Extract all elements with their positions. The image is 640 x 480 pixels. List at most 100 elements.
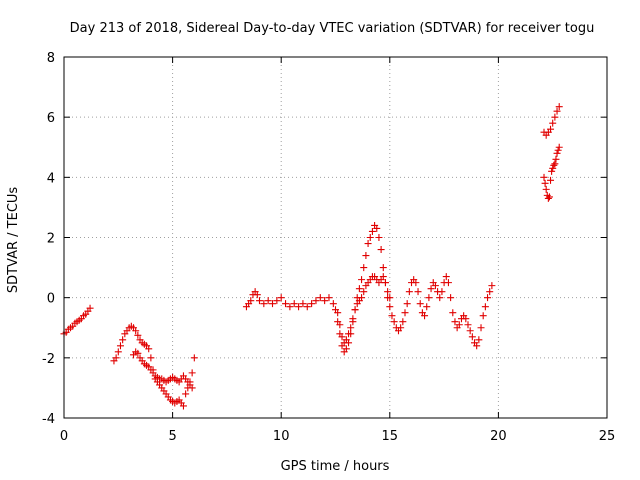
data-point bbox=[338, 333, 346, 341]
data-point bbox=[145, 345, 153, 353]
y-tick-label: 6 bbox=[47, 111, 55, 126]
data-point bbox=[379, 273, 387, 281]
y-tick-label: 0 bbox=[47, 292, 55, 307]
data-point bbox=[554, 146, 562, 154]
x-axis-label: GPS time / hours bbox=[281, 459, 390, 474]
data-point bbox=[384, 288, 392, 296]
data-point bbox=[555, 143, 563, 151]
data-point bbox=[377, 246, 385, 254]
grid-lines bbox=[64, 57, 607, 418]
data-point bbox=[179, 402, 187, 410]
x-tick-label: 10 bbox=[273, 429, 290, 444]
data-point bbox=[134, 349, 142, 357]
data-point bbox=[86, 304, 94, 312]
data-point bbox=[375, 234, 383, 241]
data-point bbox=[260, 300, 268, 308]
data-point bbox=[316, 294, 324, 302]
data-point bbox=[342, 345, 350, 353]
data-point bbox=[362, 252, 370, 260]
data-point bbox=[416, 300, 424, 308]
data-point bbox=[451, 318, 459, 326]
data-point bbox=[299, 300, 307, 308]
y-axis-label: SDTVAR / TECUs bbox=[6, 187, 21, 294]
data-point bbox=[540, 173, 548, 181]
data-point bbox=[325, 294, 333, 302]
data-point bbox=[486, 288, 494, 296]
data-point bbox=[188, 369, 196, 377]
data-point bbox=[464, 321, 472, 329]
data-point bbox=[468, 333, 476, 341]
series-segment-2 bbox=[110, 322, 198, 410]
data-point bbox=[308, 300, 316, 308]
data-point bbox=[347, 324, 355, 332]
data-point bbox=[182, 390, 190, 398]
data-point bbox=[295, 303, 303, 311]
data-point bbox=[555, 103, 563, 111]
data-point bbox=[334, 309, 342, 317]
y-tick-label: -4 bbox=[42, 412, 55, 427]
data-point bbox=[547, 176, 555, 184]
chart-title: Day 213 of 2018, Sidereal Day-to-day VTE… bbox=[70, 21, 595, 36]
data-point bbox=[438, 288, 446, 296]
data-point bbox=[403, 300, 411, 308]
data-point bbox=[269, 300, 277, 308]
series-segment-3b bbox=[334, 273, 394, 347]
data-point bbox=[427, 285, 435, 293]
data-point bbox=[544, 194, 552, 202]
x-tick-label: 25 bbox=[599, 429, 616, 444]
data-point bbox=[423, 303, 431, 311]
data-point bbox=[358, 276, 366, 284]
data-point bbox=[386, 303, 394, 311]
data-point bbox=[351, 306, 359, 314]
data-point bbox=[551, 160, 559, 168]
y-tick-label: -2 bbox=[42, 352, 55, 367]
x-tick-label: 20 bbox=[490, 429, 507, 444]
data-point bbox=[373, 224, 381, 232]
data-point bbox=[368, 227, 376, 235]
data-point bbox=[545, 193, 553, 201]
data-point bbox=[329, 300, 337, 308]
data-point bbox=[541, 179, 549, 187]
data-point bbox=[364, 240, 372, 248]
data-point bbox=[273, 297, 281, 305]
y-tick-label: 8 bbox=[47, 51, 55, 66]
data-point bbox=[290, 300, 298, 308]
series-segment-3 bbox=[242, 221, 496, 356]
data-point bbox=[345, 330, 353, 338]
data-point bbox=[312, 297, 320, 305]
data-point bbox=[264, 297, 272, 305]
data-point bbox=[542, 185, 550, 193]
data-point bbox=[481, 303, 489, 311]
data-points bbox=[60, 103, 563, 410]
data-point bbox=[381, 279, 389, 287]
data-point bbox=[551, 113, 559, 121]
data-point bbox=[132, 327, 140, 335]
data-point bbox=[399, 318, 407, 326]
data-point bbox=[488, 282, 496, 290]
data-point bbox=[355, 285, 363, 293]
data-point bbox=[147, 354, 155, 362]
x-tick-label: 0 bbox=[60, 429, 68, 444]
data-point bbox=[431, 282, 439, 290]
data-point bbox=[112, 354, 120, 362]
data-point bbox=[247, 297, 255, 305]
data-point bbox=[412, 279, 420, 287]
data-point bbox=[190, 354, 198, 362]
data-point bbox=[405, 288, 413, 296]
data-point bbox=[549, 164, 557, 172]
data-point bbox=[462, 315, 470, 323]
data-point bbox=[553, 107, 561, 115]
data-point bbox=[358, 294, 366, 302]
data-point bbox=[360, 288, 368, 296]
data-point bbox=[475, 336, 483, 344]
data-point bbox=[479, 312, 487, 320]
data-point bbox=[484, 294, 492, 302]
data-point bbox=[286, 303, 294, 311]
series-segment-1 bbox=[60, 304, 94, 338]
data-point bbox=[277, 294, 285, 302]
data-point bbox=[386, 294, 394, 302]
data-point bbox=[414, 288, 422, 296]
data-point bbox=[447, 294, 455, 302]
data-point bbox=[379, 264, 387, 272]
